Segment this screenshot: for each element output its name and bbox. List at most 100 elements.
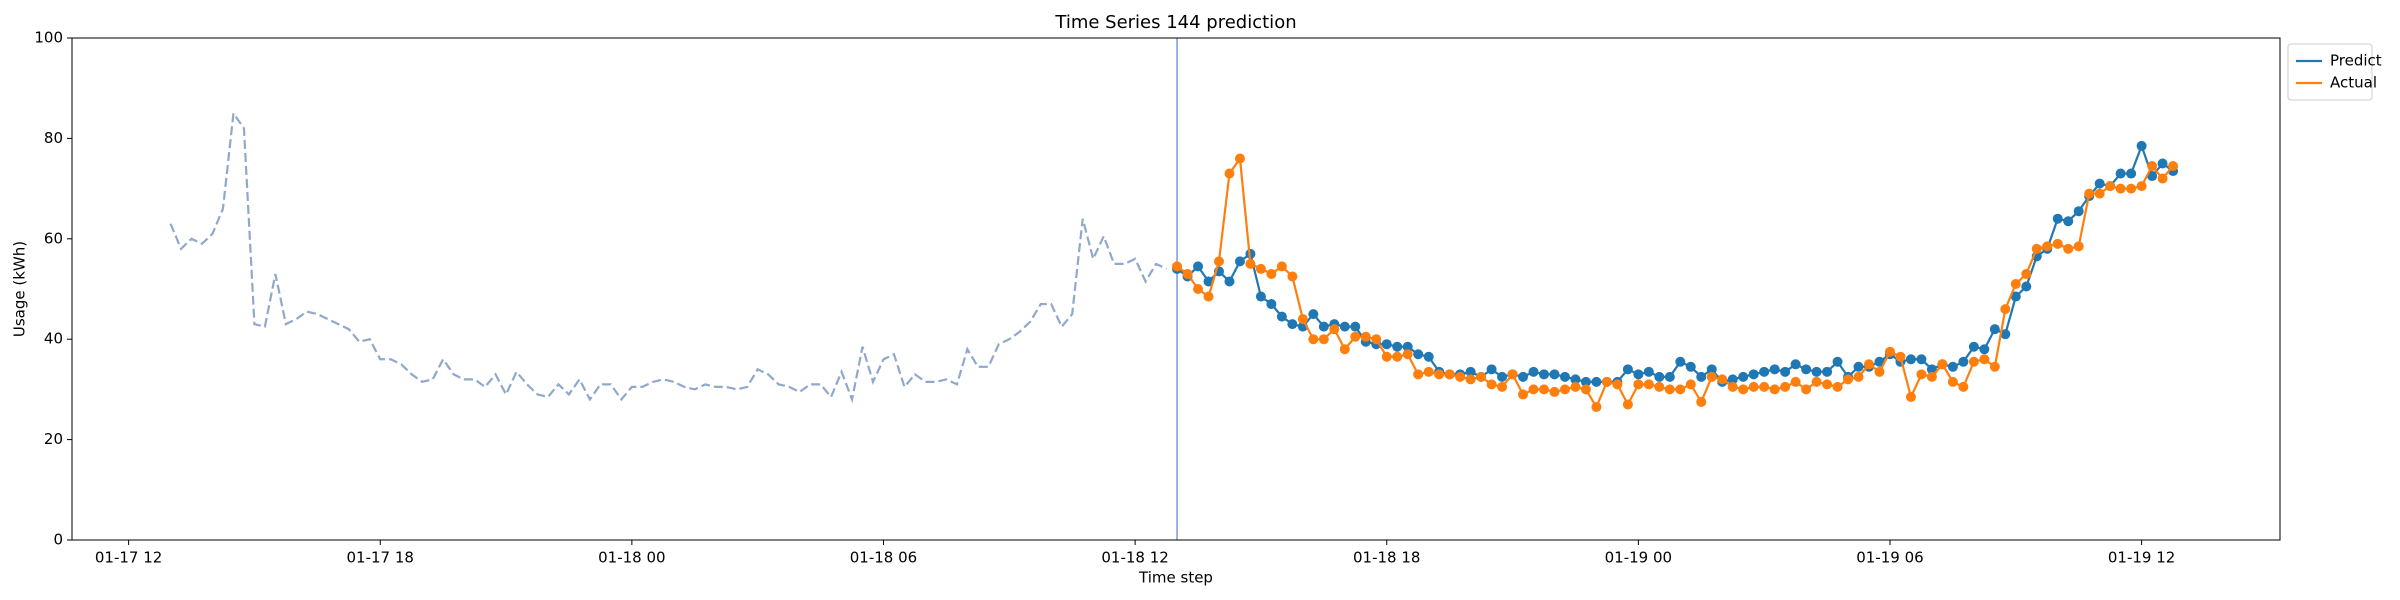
point <box>1224 168 1235 179</box>
point <box>1276 261 1287 272</box>
point <box>1759 366 1770 377</box>
point <box>1968 341 1979 352</box>
point <box>1402 341 1413 352</box>
point <box>1706 371 1717 382</box>
point <box>2157 158 2168 169</box>
point <box>1413 369 1424 380</box>
point <box>2052 213 2063 224</box>
point <box>1790 376 1801 387</box>
point <box>1423 366 1434 377</box>
point <box>1916 354 1927 365</box>
point <box>1339 344 1350 355</box>
point <box>1926 364 1937 375</box>
point <box>1654 381 1665 392</box>
point <box>1905 391 1916 402</box>
point <box>1822 379 1833 390</box>
point <box>1937 359 1948 370</box>
x-tick-label: 01-18 06 <box>850 549 917 567</box>
point <box>1549 369 1560 380</box>
point <box>2021 281 2032 292</box>
point <box>1213 256 1224 267</box>
point <box>1612 379 1623 390</box>
point <box>2063 216 2074 227</box>
point <box>1203 276 1214 287</box>
point <box>1444 369 1455 380</box>
chart-title: Time Series 144 prediction <box>1054 12 1296 33</box>
point <box>1989 361 2000 372</box>
point <box>1276 311 1287 322</box>
point <box>1622 399 1633 410</box>
point <box>1801 384 1812 395</box>
point <box>1968 356 1979 367</box>
point <box>1947 376 1958 387</box>
point <box>1633 379 1644 390</box>
point <box>1832 381 1843 392</box>
point <box>1318 321 1329 332</box>
point <box>1476 371 1487 382</box>
point <box>1769 384 1780 395</box>
point <box>1455 371 1466 382</box>
point <box>1234 256 1245 267</box>
y-tick-label: 40 <box>44 330 63 348</box>
point <box>1507 369 1518 380</box>
point <box>1853 371 1864 382</box>
x-tick-label: 01-17 12 <box>95 549 162 567</box>
point <box>1182 268 1193 279</box>
point <box>2136 181 2147 192</box>
point <box>1580 376 1591 387</box>
point <box>1245 258 1256 269</box>
point <box>2000 304 2011 315</box>
point <box>1570 374 1581 385</box>
point <box>1392 341 1403 352</box>
point <box>1193 261 1204 272</box>
point <box>1696 371 1707 382</box>
point <box>1958 356 1969 367</box>
point <box>2094 188 2105 199</box>
point <box>1706 364 1717 375</box>
point <box>1685 379 1696 390</box>
point <box>1224 276 1235 287</box>
y-tick-label: 80 <box>44 129 63 147</box>
point <box>1905 354 1916 365</box>
x-axis-label: Time step <box>1138 569 1213 587</box>
point <box>1172 261 1183 272</box>
point <box>1255 263 1266 274</box>
point <box>1339 321 1350 332</box>
point <box>1822 366 1833 377</box>
point <box>1266 299 1277 310</box>
point <box>1748 369 1759 380</box>
point <box>1287 319 1298 330</box>
point <box>1287 271 1298 282</box>
point <box>1434 369 1445 380</box>
point <box>1738 384 1749 395</box>
point <box>1266 268 1277 279</box>
x-tick-label: 01-19 00 <box>1605 549 1672 567</box>
point <box>2115 168 2126 179</box>
point <box>1539 384 1549 395</box>
point <box>2010 291 2021 302</box>
point <box>2000 329 2011 340</box>
point <box>1465 366 1476 377</box>
point <box>1738 371 1749 382</box>
point <box>1518 371 1529 382</box>
point <box>1308 309 1319 320</box>
plot-frame <box>71 37 2281 541</box>
point <box>1916 369 1927 380</box>
point <box>2010 278 2021 289</box>
point <box>1308 334 1319 345</box>
x-tick-label: 01-18 18 <box>1353 549 1420 567</box>
legend-box <box>2287 43 2373 101</box>
point <box>1675 384 1686 395</box>
point <box>1465 374 1476 385</box>
point <box>1497 381 1508 392</box>
point <box>1329 324 1340 335</box>
point <box>1884 346 1895 357</box>
point <box>1780 366 1791 377</box>
point <box>1727 374 1738 385</box>
point <box>1979 344 1990 355</box>
point <box>1413 349 1424 360</box>
point <box>1811 376 1822 387</box>
point <box>1350 331 1361 342</box>
point <box>1717 374 1728 385</box>
